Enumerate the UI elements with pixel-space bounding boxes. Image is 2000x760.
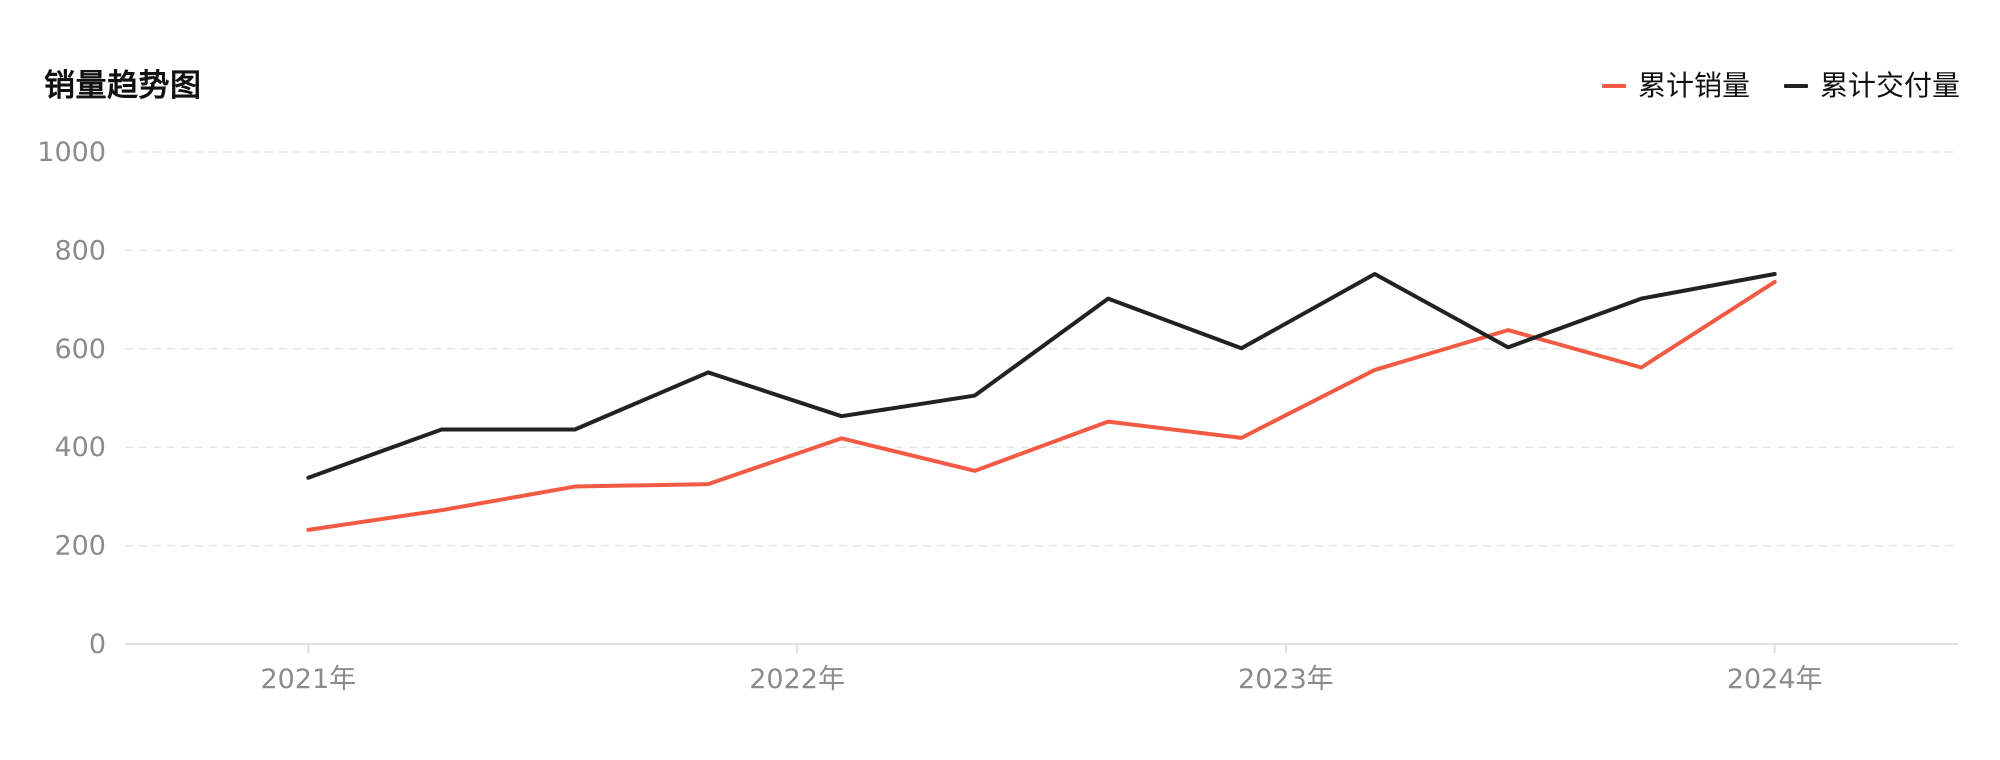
y-tick-label: 800: [54, 235, 106, 266]
data-point-cumulative-sales[interactable]: [969, 465, 981, 477]
data-point-cumulative-deliveries[interactable]: [436, 423, 448, 435]
x-tick-label: 2024年: [1727, 664, 1823, 695]
x-tick-label: 2021年: [260, 664, 356, 695]
y-tick-label: 0: [89, 629, 106, 660]
data-point-cumulative-deliveries[interactable]: [1769, 268, 1781, 280]
legend-label-cumulative-sales: 累计销量: [1637, 69, 1750, 102]
series-line-cumulative-sales: [306, 279, 1777, 532]
data-point-cumulative-sales[interactable]: [569, 481, 581, 493]
data-point-cumulative-sales[interactable]: [436, 504, 448, 516]
y-tick-label: 200: [54, 531, 106, 562]
legend-label-cumulative-deliveries: 累计交付量: [1819, 69, 1960, 102]
legend-item-cumulative-sales: 累计销量: [1601, 66, 1750, 106]
data-point-cumulative-sales[interactable]: [702, 478, 714, 490]
y-tick-label: 1000: [37, 137, 106, 168]
chart-title: 销量趋势图: [44, 68, 202, 104]
legend-swatch-cumulative-sales: [1601, 84, 1626, 88]
x-tick-label: 2022年: [749, 664, 845, 695]
legend-swatch-cumulative-deliveries: [1783, 84, 1808, 88]
data-point-cumulative-sales[interactable]: [1635, 361, 1647, 373]
data-point-cumulative-deliveries[interactable]: [1102, 293, 1114, 305]
data-point-cumulative-sales[interactable]: [1235, 432, 1247, 444]
data-point-cumulative-sales[interactable]: [1502, 324, 1514, 336]
data-point-cumulative-deliveries[interactable]: [1502, 341, 1514, 353]
y-tick-label: 400: [54, 432, 106, 463]
data-point-cumulative-sales[interactable]: [836, 432, 848, 444]
data-point-cumulative-deliveries[interactable]: [302, 472, 314, 484]
data-point-cumulative-deliveries[interactable]: [1369, 268, 1381, 280]
series-line-cumulative-deliveries: [306, 272, 1777, 480]
series-points-cumulative-deliveries: [302, 268, 1780, 484]
data-point-cumulative-sales[interactable]: [302, 524, 314, 536]
data-point-cumulative-deliveries[interactable]: [702, 366, 714, 378]
data-point-cumulative-deliveries[interactable]: [836, 410, 848, 422]
data-point-cumulative-sales[interactable]: [1102, 416, 1114, 428]
data-point-cumulative-deliveries[interactable]: [1235, 342, 1247, 354]
data-point-cumulative-deliveries[interactable]: [1635, 293, 1647, 305]
data-point-cumulative-deliveries[interactable]: [969, 390, 981, 402]
x-tick-label: 2023年: [1238, 664, 1334, 695]
data-point-cumulative-deliveries[interactable]: [569, 423, 581, 435]
chart-legend: 累计销量 累计交付量: [1601, 66, 1960, 106]
data-point-cumulative-sales[interactable]: [1369, 364, 1381, 376]
legend-item-cumulative-deliveries: 累计交付量: [1783, 66, 1960, 106]
y-tick-label: 600: [54, 334, 106, 365]
